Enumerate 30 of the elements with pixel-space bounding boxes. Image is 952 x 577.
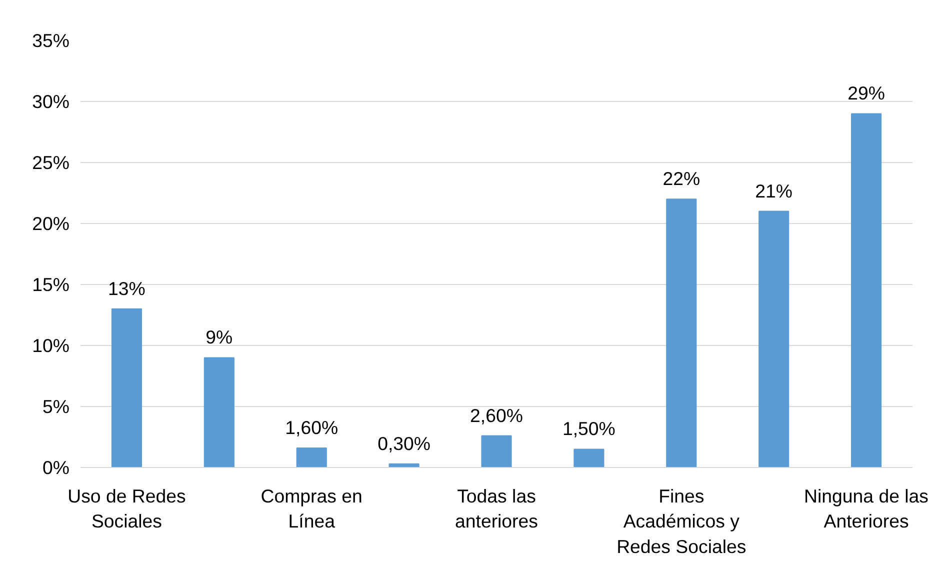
data-label: 9% [206, 326, 233, 348]
y-tick-label: 25% [32, 152, 70, 173]
bar [111, 308, 142, 468]
data-label: 1,50% [562, 418, 616, 440]
data-label: 13% [108, 278, 146, 299]
bar [204, 357, 234, 468]
bar [296, 447, 327, 468]
x-tick-label: Ninguna de las Anteriores [804, 486, 929, 532]
data-label: 22% [662, 168, 700, 190]
y-tick-label: 0% [42, 457, 70, 478]
data-label: 2,60% [470, 404, 523, 426]
bar [574, 448, 604, 468]
bar [481, 435, 512, 468]
y-tick-label: 35% [32, 30, 70, 51]
data-label: 21% [755, 180, 793, 202]
x-tick-label: Compras en Línea [260, 486, 362, 532]
y-tick-label: 5% [42, 396, 70, 417]
y-tick-label: 15% [32, 274, 70, 295]
y-tick-label: 10% [32, 335, 70, 356]
x-tick-label: Uso de Redes Sociales [68, 486, 186, 532]
x-tick-label: Todas las anteriores [455, 486, 538, 532]
data-label: 29% [848, 82, 885, 104]
y-tick-label: 20% [32, 213, 70, 234]
bar [666, 198, 697, 468]
y-tick-label: 30% [32, 91, 70, 112]
bar [758, 210, 790, 468]
bar [850, 113, 882, 468]
x-tick-label: Fines Académicos y Redes Sociales [616, 486, 746, 557]
data-label: 0,30% [378, 432, 431, 454]
data-label: 1,60% [285, 416, 338, 438]
